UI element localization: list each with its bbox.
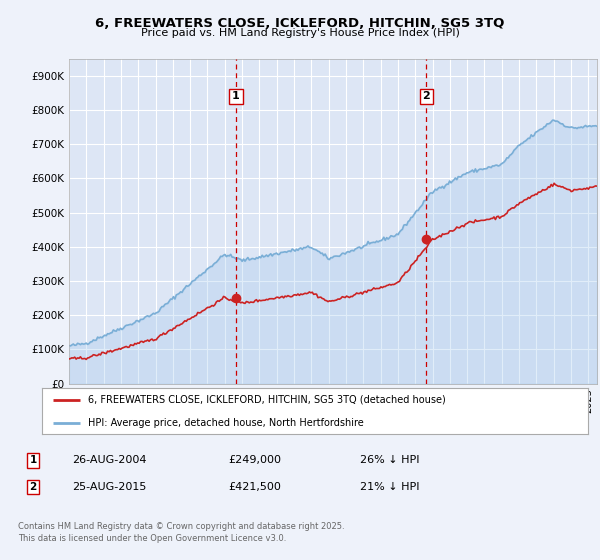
Text: 26% ↓ HPI: 26% ↓ HPI (360, 455, 419, 465)
Text: 2: 2 (422, 91, 430, 101)
Text: 1: 1 (232, 91, 240, 101)
Text: Price paid vs. HM Land Registry's House Price Index (HPI): Price paid vs. HM Land Registry's House … (140, 28, 460, 38)
Text: HPI: Average price, detached house, North Hertfordshire: HPI: Average price, detached house, Nort… (88, 418, 364, 427)
Text: Contains HM Land Registry data © Crown copyright and database right 2025.
This d: Contains HM Land Registry data © Crown c… (18, 522, 344, 543)
Text: £421,500: £421,500 (228, 482, 281, 492)
Text: 25-AUG-2015: 25-AUG-2015 (72, 482, 146, 492)
Text: 1: 1 (29, 455, 37, 465)
Text: 2: 2 (29, 482, 37, 492)
Text: 6, FREEWATERS CLOSE, ICKLEFORD, HITCHIN, SG5 3TQ: 6, FREEWATERS CLOSE, ICKLEFORD, HITCHIN,… (95, 17, 505, 30)
Text: 6, FREEWATERS CLOSE, ICKLEFORD, HITCHIN, SG5 3TQ (detached house): 6, FREEWATERS CLOSE, ICKLEFORD, HITCHIN,… (88, 395, 446, 404)
Text: 26-AUG-2004: 26-AUG-2004 (72, 455, 146, 465)
Text: £249,000: £249,000 (228, 455, 281, 465)
Text: 21% ↓ HPI: 21% ↓ HPI (360, 482, 419, 492)
